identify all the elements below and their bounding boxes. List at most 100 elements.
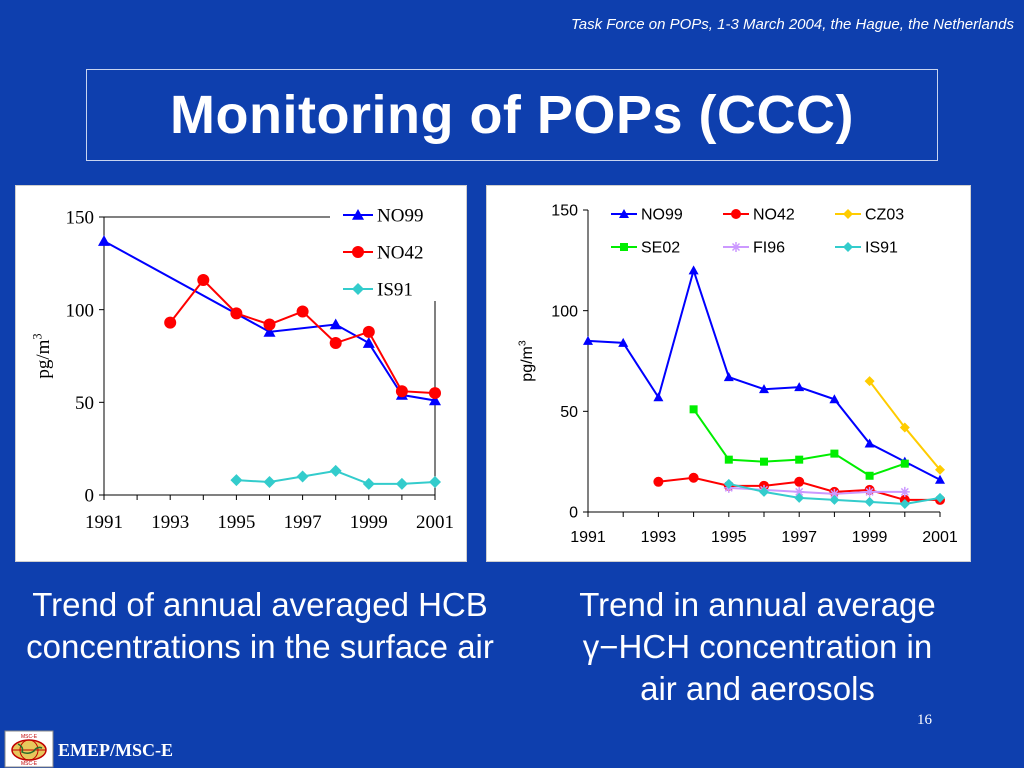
data-point-no99 bbox=[653, 392, 664, 402]
caption-hch-line-1: Trend in annual average bbox=[579, 586, 936, 623]
logo-text-top: MSC-E bbox=[21, 734, 38, 740]
legend-label: NO99 bbox=[641, 207, 683, 224]
data-point-no99 bbox=[864, 438, 875, 448]
data-point-cz03 bbox=[935, 464, 945, 475]
series-cz03 bbox=[864, 376, 945, 475]
data-point-no99 bbox=[688, 265, 699, 275]
x-tick-label: 2001 bbox=[416, 512, 454, 533]
data-point-is91 bbox=[429, 476, 441, 489]
series-line-no99 bbox=[103, 240, 436, 402]
y-axis-label: pg/m3 bbox=[518, 340, 536, 382]
x-tick-label: 1999 bbox=[350, 512, 388, 533]
x-tick-label: 1997 bbox=[781, 529, 817, 546]
x-tick-label: 2001 bbox=[922, 529, 958, 546]
legend-swatch-marker bbox=[619, 209, 629, 218]
data-point-no42 bbox=[296, 305, 309, 318]
data-point-no99 bbox=[362, 337, 375, 348]
data-point-no42 bbox=[164, 316, 177, 329]
data-point-no42 bbox=[653, 476, 664, 487]
data-point-se02 bbox=[724, 455, 733, 464]
legend-swatch-marker bbox=[731, 209, 741, 219]
caption-hcb: Trend of annual averaged HCB concentrati… bbox=[26, 586, 494, 665]
data-point-is91 bbox=[935, 492, 945, 503]
data-point-no99 bbox=[429, 394, 441, 406]
legend-swatch-marker bbox=[620, 243, 628, 251]
caption-hch: Trend in annual average γ−HCH concentrat… bbox=[510, 584, 1005, 710]
data-point-no42 bbox=[429, 387, 441, 400]
legend-label: NO99 bbox=[377, 206, 423, 227]
legend-item-fi96: FI96 bbox=[723, 240, 785, 257]
msce-logo: MSC-E MSC-E bbox=[4, 730, 54, 768]
series-no99 bbox=[98, 235, 441, 406]
data-point-no99 bbox=[618, 337, 629, 347]
data-point-is91 bbox=[296, 470, 309, 483]
x-tick-label: 1995 bbox=[217, 512, 255, 533]
legend: NO99 NO42 IS91 bbox=[343, 206, 423, 301]
data-point-no99 bbox=[263, 325, 276, 337]
data-point-no99 bbox=[583, 335, 593, 345]
x-tick-label: 1991 bbox=[570, 529, 606, 546]
page-title: Monitoring of POPs (CCC) bbox=[170, 85, 854, 145]
legend-item-no99: NO99 bbox=[343, 206, 423, 227]
hch-chart: 0 50 100 150 1991 1993 1995 1997 1999 2001 pg/m3 NO… bbox=[518, 203, 958, 546]
legend-item-is91: IS91 bbox=[343, 280, 413, 301]
legend-label: IS91 bbox=[377, 280, 413, 301]
data-point-no42 bbox=[688, 472, 699, 483]
data-point-no99 bbox=[794, 382, 805, 392]
data-point-cz03 bbox=[864, 376, 875, 387]
x-tick-label: 1995 bbox=[711, 529, 747, 546]
y-tick-label: 100 bbox=[66, 300, 95, 321]
data-point-no42 bbox=[395, 385, 408, 398]
data-point-no99 bbox=[98, 235, 110, 246]
legend-item-cz03: CZ03 bbox=[835, 207, 904, 224]
hcb-chart: 0 50 100 150 1991 1993 1995 1997 1999 2001 pg/m3 NO… bbox=[30, 206, 454, 533]
data-point-is91 bbox=[864, 496, 875, 507]
legend-label: SE02 bbox=[641, 240, 680, 257]
legend-swatch-marker bbox=[352, 209, 364, 220]
data-point-no99 bbox=[329, 318, 342, 330]
data-point-fi96 bbox=[864, 486, 875, 497]
legend-label: NO42 bbox=[377, 243, 423, 264]
legend-item-is91: IS91 bbox=[835, 240, 898, 257]
axes: 0 50 100 150 1991 1993 1995 1997 1999 2001 pg/m3 bbox=[518, 203, 958, 546]
legend-label: IS91 bbox=[865, 240, 898, 257]
y-tick-label: 150 bbox=[551, 203, 578, 220]
page-number: 16 bbox=[917, 712, 932, 728]
data-point-no99 bbox=[759, 384, 769, 394]
legend-item-no99: NO99 bbox=[611, 207, 683, 224]
legend-swatch-marker bbox=[352, 246, 364, 258]
data-point-is91 bbox=[759, 486, 769, 497]
legend-item-no42: NO42 bbox=[723, 207, 795, 224]
data-point-se02 bbox=[795, 455, 804, 464]
x-tick-label: 1991 bbox=[85, 512, 123, 533]
data-point-no42 bbox=[362, 325, 375, 338]
legend-item-se02: SE02 bbox=[611, 240, 680, 257]
x-tick-label: 1999 bbox=[852, 529, 888, 546]
axes: 0 50 100 150 1991 1993 1995 1997 1999 2001 pg/m3 bbox=[30, 208, 454, 533]
data-point-se02 bbox=[830, 449, 839, 458]
series-no42 bbox=[164, 274, 441, 400]
y-tick-label: 50 bbox=[75, 393, 94, 414]
caption-hch-line-2: γ−HCH concentration in bbox=[582, 628, 933, 665]
series-se02 bbox=[689, 405, 909, 480]
data-point-fi96 bbox=[899, 486, 910, 497]
y-tick-label: 100 bbox=[551, 303, 578, 320]
data-point-fi96 bbox=[829, 488, 840, 499]
series-line-se02 bbox=[692, 408, 906, 477]
header-note: Task Force on POPs, 1-3 March 2004, the … bbox=[570, 16, 1014, 33]
y-axis-label: pg/m3 bbox=[30, 333, 54, 378]
footer-org-name: EMEP/MSC-E bbox=[58, 740, 173, 760]
title-box: Monitoring of POPs (CCC) bbox=[86, 69, 938, 161]
x-tick-label: 1993 bbox=[151, 512, 189, 533]
data-point-is91 bbox=[230, 474, 243, 487]
data-point-no99 bbox=[829, 394, 840, 404]
legend-item-no42: NO42 bbox=[343, 243, 423, 264]
data-point-is91 bbox=[329, 464, 342, 477]
footer: MSC-E MSC-E EMEP/MSC-E bbox=[0, 730, 230, 768]
data-point-no99 bbox=[935, 474, 945, 484]
data-point-no42 bbox=[329, 337, 342, 350]
data-point-is91 bbox=[794, 492, 805, 503]
data-point-is91 bbox=[395, 477, 408, 490]
legend-label: CZ03 bbox=[865, 207, 904, 224]
legend: NO99 NO42 CZ03 SE02 FI96 IS91 bbox=[611, 207, 904, 257]
